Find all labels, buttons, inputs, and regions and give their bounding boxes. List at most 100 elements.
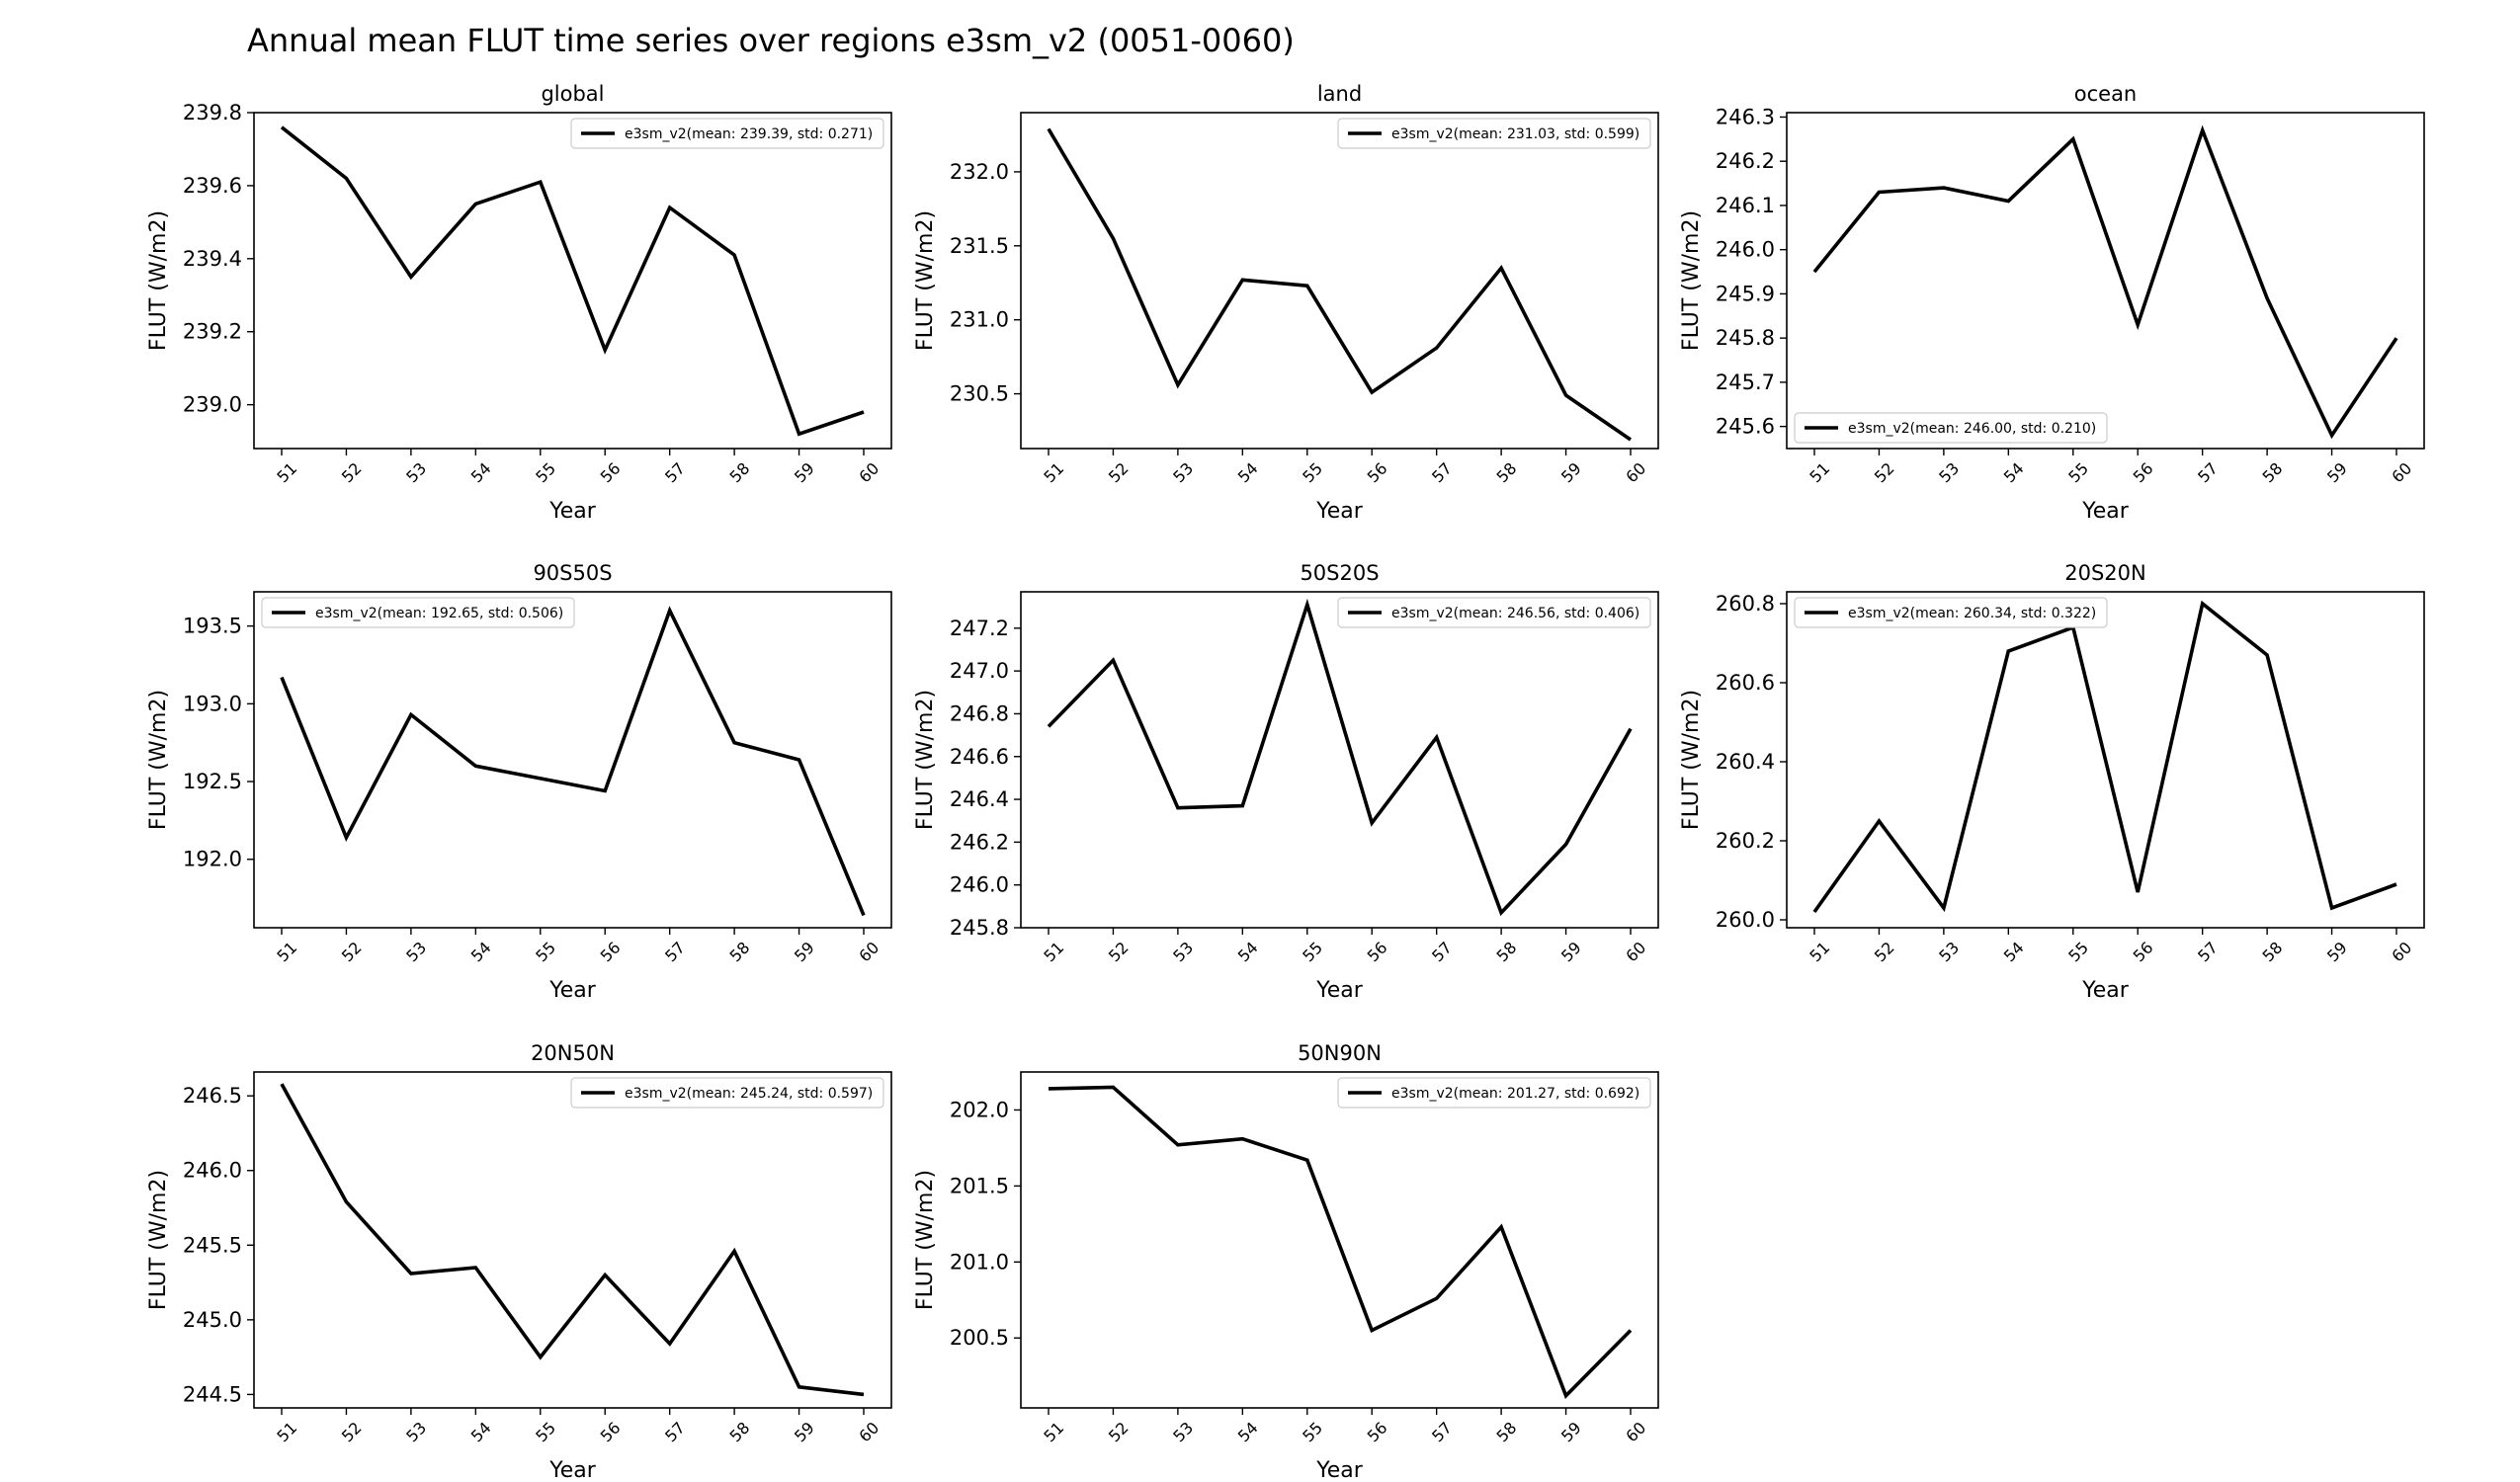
y-tick-label: 193.0 [183, 692, 242, 715]
x-tick-label: 58 [1493, 1418, 1521, 1445]
legend-box [1794, 597, 2108, 628]
y-tick-label: 239.0 [183, 393, 242, 417]
legend-label: e3sm_v2(mean: 246.56, std: 0.406) [1391, 606, 1639, 621]
subplot-title: 50S20S [1300, 561, 1379, 585]
x-tick-label: 54 [1234, 938, 1262, 965]
x-tick-label: 55 [1299, 938, 1326, 965]
series-line [1048, 1085, 1633, 1399]
legend: e3sm_v2(mean: 192.65, std: 0.506) [261, 597, 575, 628]
figure-title: Annual mean FLUT time series over region… [247, 22, 1295, 59]
axes-frame [253, 591, 892, 929]
y-tick-label: 245.0 [183, 1308, 242, 1332]
legend-box [570, 1077, 884, 1109]
y-tick-label: 246.8 [950, 701, 1009, 725]
x-tick-label: 56 [1364, 938, 1391, 965]
legend: e3sm_v2(mean: 246.56, std: 0.406) [1337, 597, 1651, 628]
y-tick-label: 260.4 [1716, 750, 1775, 774]
x-tick-label: 60 [855, 1418, 882, 1445]
series-line [280, 606, 866, 917]
series-line [280, 1083, 865, 1397]
subplot-title: 90S50S [533, 561, 612, 585]
y-tick-label: 230.5 [950, 382, 1009, 406]
x-tick-label: 56 [1364, 458, 1391, 486]
y-axis-label: FLUT (W/m2) [913, 210, 938, 351]
axes-frame [1786, 112, 2425, 450]
x-tick-label: 56 [597, 458, 625, 486]
y-tick-label: 239.4 [183, 247, 242, 271]
x-tick-label: 58 [2259, 938, 2287, 965]
y-tick-label: 246.2 [1716, 149, 1775, 173]
x-tick-label: 51 [1806, 458, 1833, 486]
legend-box [1337, 118, 1651, 149]
x-tick-label: 57 [1428, 1418, 1456, 1445]
x-tick-label: 57 [661, 458, 689, 486]
x-axis-label: Year [1315, 978, 1364, 1003]
x-tick-label: 55 [532, 458, 559, 486]
y-tick-label: 246.6 [950, 745, 1009, 769]
subplot-ocean: ocean 245.6 245.7 245.8 245.9 246.0 246.1 246.2… [1679, 82, 2425, 524]
x-tick-label: 57 [2194, 458, 2222, 486]
x-tick-label: 60 [1622, 938, 1649, 965]
y-tick-label: 246.0 [950, 873, 1009, 897]
x-tick-label: 59 [791, 1418, 818, 1445]
x-axis-label: Year [548, 499, 597, 524]
x-tick-label: 52 [1105, 1418, 1133, 1445]
x-tick-label: 52 [338, 1418, 366, 1445]
y-tick-label: 201.0 [950, 1250, 1009, 1274]
y-tick-label: 231.0 [950, 308, 1009, 332]
y-tick-label: 239.6 [183, 174, 242, 198]
x-axis-label: Year [548, 1458, 597, 1482]
y-tick-label: 200.5 [950, 1326, 1009, 1350]
y-tick-label: 245.5 [183, 1233, 242, 1257]
x-tick-label: 55 [2064, 938, 2092, 965]
x-tick-label: 59 [1557, 1418, 1585, 1445]
x-tick-label: 59 [1557, 458, 1585, 486]
y-axis-label: FLUT (W/m2) [146, 1170, 171, 1310]
x-tick-label: 51 [273, 938, 300, 965]
subplot-title: global [541, 82, 604, 106]
x-tick-label: 53 [1169, 458, 1197, 486]
y-tick-label: 245.7 [1716, 370, 1775, 394]
y-tick-label: 245.6 [1716, 415, 1775, 439]
y-tick-label: 245.8 [1716, 326, 1775, 350]
y-axis-label: FLUT (W/m2) [1679, 210, 1704, 351]
series-line [1047, 598, 1633, 917]
x-tick-label: 53 [1935, 458, 1963, 486]
subplot-90s50s: 90S50S 192.0 192.5 193.0 193.5 51 52 53 54 55 56 57… [146, 561, 892, 1003]
x-tick-label: 54 [467, 938, 495, 965]
x-tick-label: 56 [2130, 458, 2157, 486]
y-tick-label: 260.6 [1716, 671, 1775, 695]
subplot-title: 20S20N [2064, 561, 2145, 585]
x-tick-label: 53 [1169, 1418, 1197, 1445]
x-tick-label: 57 [1428, 458, 1456, 486]
subplot-title: 50N90N [1298, 1041, 1382, 1065]
x-tick-label: 53 [1935, 938, 1963, 965]
x-tick-label: 59 [1557, 938, 1585, 965]
x-tick-label: 56 [1364, 1418, 1391, 1445]
x-tick-label: 60 [1622, 1418, 1649, 1445]
x-tick-label: 54 [2000, 938, 2028, 965]
legend-label: e3sm_v2(mean: 201.27, std: 0.692) [1391, 1086, 1639, 1102]
subplot-title: ocean [2074, 82, 2138, 106]
legend: e3sm_v2(mean: 231.03, std: 0.599) [1337, 118, 1651, 149]
y-tick-label: 246.4 [950, 787, 1009, 811]
subplot-title: 20N50N [531, 1041, 615, 1065]
series-line [1812, 124, 2398, 440]
x-axis-label: Year [548, 978, 597, 1003]
y-tick-label: 201.5 [950, 1174, 1009, 1197]
y-axis-label: FLUT (W/m2) [913, 690, 938, 830]
x-tick-label: 59 [791, 458, 818, 486]
x-tick-label: 57 [661, 1418, 689, 1445]
x-tick-label: 58 [1493, 458, 1521, 486]
legend: e3sm_v2(mean: 246.00, std: 0.210) [1794, 412, 2108, 444]
x-tick-label: 53 [1169, 938, 1197, 965]
subplot-50n90n: 50N90N 200.5 201.0 201.5 202.0 51 52 53 54 55 56 57… [913, 1041, 1659, 1482]
subplot-50s20s: 50S20S 245.8 246.0 246.2 246.4 246.6 246.8 247.… [913, 561, 1659, 1003]
x-tick-label: 58 [726, 458, 754, 486]
axes-frame [253, 1071, 892, 1409]
y-tick-label: 246.1 [1716, 194, 1775, 217]
y-tick-label: 193.5 [183, 615, 242, 638]
legend-label: e3sm_v2(mean: 239.39, std: 0.271) [625, 126, 873, 142]
y-tick-label: 244.5 [183, 1382, 242, 1406]
x-tick-label: 51 [273, 458, 300, 486]
